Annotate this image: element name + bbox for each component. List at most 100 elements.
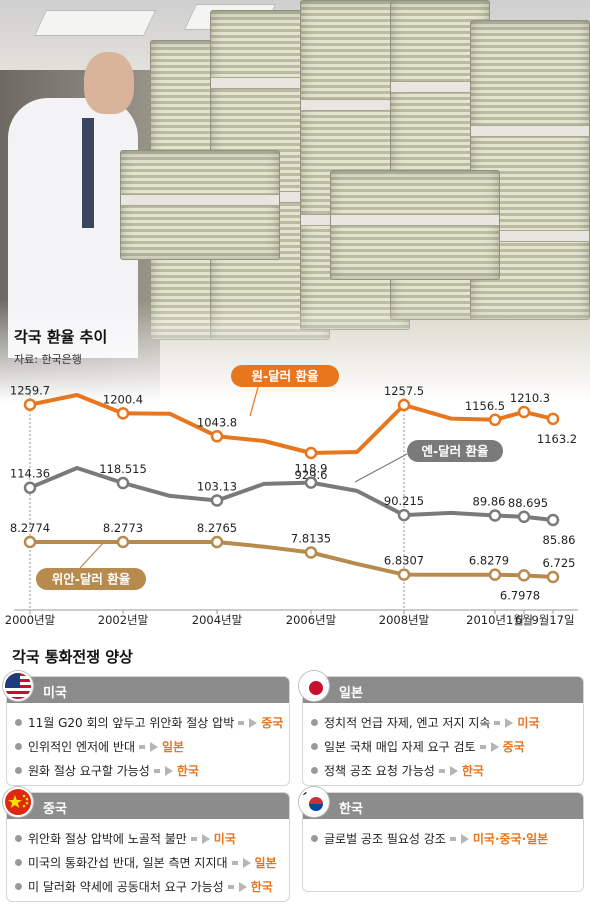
data-point xyxy=(397,398,411,412)
data-label: 89.86 xyxy=(473,494,506,508)
list-item: 미국의 통화간섭 반대, 일본 측면 지지대 일본 xyxy=(15,851,285,875)
item-text: 미 달러화 약세에 공동대처 요구 가능성 xyxy=(28,880,224,894)
data-label: 8.2774 xyxy=(10,521,50,535)
country-name: 미국 xyxy=(43,686,67,701)
data-label: 6.725 xyxy=(543,556,576,570)
data-label: 1210.3 xyxy=(510,391,550,405)
item-target: 일본 xyxy=(162,740,185,754)
item-target: 한국 xyxy=(461,764,484,778)
panel-japan: 일본 정치적 언급 자제, 엔고 저지 지속 미국 일본 국채 매입 자제 요구 … xyxy=(299,671,584,786)
item-text: 미국의 통화간섭 반대, 일본 측면 지지대 xyxy=(28,856,228,870)
data-point xyxy=(517,569,531,582)
background-photo xyxy=(0,0,590,420)
x-tick-label: 2000년말 xyxy=(5,613,56,627)
us-flag-icon xyxy=(3,671,33,701)
list-item: 글로벌 공조 필요성 강조 미국·중국·일본 xyxy=(311,827,579,851)
chart-title: 각국 환율 추이 xyxy=(14,328,108,346)
item-text: 위안화 절상 압박에 노골적 불만 xyxy=(28,832,187,846)
item-text: 정치적 언급 자제, 엔고 저지 지속 xyxy=(324,716,491,730)
data-point xyxy=(488,413,502,427)
person-head xyxy=(84,52,134,114)
series-badge xyxy=(36,568,146,590)
x-tick-label: 2004년말 xyxy=(192,613,243,627)
arrow-right-icon xyxy=(150,741,158,752)
data-point xyxy=(23,481,37,494)
series-badge xyxy=(231,365,339,387)
item-target: 한국 xyxy=(250,880,273,894)
data-point xyxy=(116,476,130,490)
panel-header: 미국 xyxy=(3,671,289,703)
data-point xyxy=(517,405,531,419)
list-item: 일본 국채 매입 자제 요구 검토 중국 xyxy=(311,735,579,759)
data-point xyxy=(397,508,411,522)
x-tick-label: 2006년말 xyxy=(286,613,337,627)
data-label: 118.9 xyxy=(295,462,328,476)
arrow-right-icon xyxy=(249,717,258,728)
data-label: 8.2765 xyxy=(197,521,237,535)
list-item: 11월 G20 회의 앞두고 위안화 절상 압박 중국 xyxy=(15,711,285,735)
arrow-right-icon xyxy=(449,765,458,776)
item-target: 한국 xyxy=(176,764,199,778)
korea-flag-icon xyxy=(299,787,329,817)
arrow-right-icon xyxy=(505,717,514,728)
panel-header: 중국 xyxy=(3,787,289,819)
data-label: 7.8135 xyxy=(291,531,331,545)
country-name: 중국 xyxy=(43,802,67,817)
data-label: 118.515 xyxy=(99,462,147,476)
data-point xyxy=(304,476,318,489)
arrow-right-icon xyxy=(460,833,469,844)
data-label: 8.2773 xyxy=(103,521,143,535)
section-title: 각국 통화전쟁 양상 xyxy=(12,648,133,666)
country-name: 일본 xyxy=(339,686,363,701)
photo-fade xyxy=(0,300,590,420)
item-text: 글로벌 공조 필요성 강조 xyxy=(324,832,446,846)
data-point xyxy=(397,568,411,581)
data-label: 1259.7 xyxy=(10,384,50,398)
item-list: 정치적 언급 자제, 엔고 저지 지속 미국 일본 국채 매입 자제 요구 검토 중… xyxy=(311,711,579,783)
data-point xyxy=(210,535,224,549)
item-target: 중국 xyxy=(261,716,284,730)
list-item: 정치적 언급 자제, 엔고 저지 지속 미국 xyxy=(311,711,579,735)
item-list: 위안화 절상 압박에 노골적 불만 미국 미국의 통화간섭 반대, 일본 측면 지… xyxy=(15,827,285,899)
data-point xyxy=(546,513,560,527)
list-item: 원화 절상 요구할 가능성 한국 xyxy=(15,759,285,783)
exchange-rate-chart: 1259.7 1200.4 1043.8 929.6 1257.5 1156.5 1210.… xyxy=(5,365,578,627)
data-point xyxy=(546,412,560,426)
arrow-right-icon xyxy=(242,857,251,868)
item-text: 인위적인 엔저에 반대 xyxy=(28,740,135,754)
data-point xyxy=(304,546,318,559)
data-point xyxy=(517,510,531,524)
arrow-right-icon xyxy=(238,881,247,892)
person-tie xyxy=(82,118,94,228)
panel-header: 한국 xyxy=(299,787,583,819)
series-badge xyxy=(407,440,503,462)
item-target: 일본 xyxy=(254,856,277,870)
item-text: 11월 G20 회의 앞두고 위안화 절상 압박 xyxy=(28,716,235,730)
item-text: 원화 절상 요구할 가능성 xyxy=(28,764,150,778)
list-item: 위안화 절상 압박에 노골적 불만 미국 xyxy=(15,827,285,851)
panel-korea: 한국 글로벌 공조 필요성 강조 미국·중국·일본 xyxy=(299,787,584,892)
money-stack xyxy=(330,170,500,280)
data-point xyxy=(210,494,224,507)
data-label: 103.13 xyxy=(197,479,237,493)
data-point xyxy=(210,430,224,443)
chart-source: 자료: 한국은행 xyxy=(14,353,82,366)
data-label: 6.8279 xyxy=(469,554,509,568)
item-target: 미국 xyxy=(517,716,540,730)
item-target: 미국·중국·일본 xyxy=(472,832,549,846)
data-label: 1200.4 xyxy=(103,392,143,406)
panel-us: 미국 11월 G20 회의 앞두고 위안화 절상 압박 중국 인위적인 엔저에 반… xyxy=(3,671,290,786)
data-point xyxy=(23,535,37,549)
item-target: 중국 xyxy=(502,740,525,754)
data-label: 929.6 xyxy=(295,468,328,482)
series-name: 원-달러 환율 xyxy=(251,369,319,384)
item-target: 미국 xyxy=(213,832,236,846)
data-label: 1257.5 xyxy=(384,384,424,398)
arrow-right-icon xyxy=(164,765,173,776)
data-point xyxy=(23,398,37,411)
list-item: 정책 공조 요청 가능성 한국 xyxy=(311,759,579,783)
item-text: 정책 공조 요청 가능성 xyxy=(324,764,435,778)
data-label: 1156.5 xyxy=(465,399,505,413)
series-pointer xyxy=(354,453,408,483)
panel-header: 일본 xyxy=(299,671,583,703)
